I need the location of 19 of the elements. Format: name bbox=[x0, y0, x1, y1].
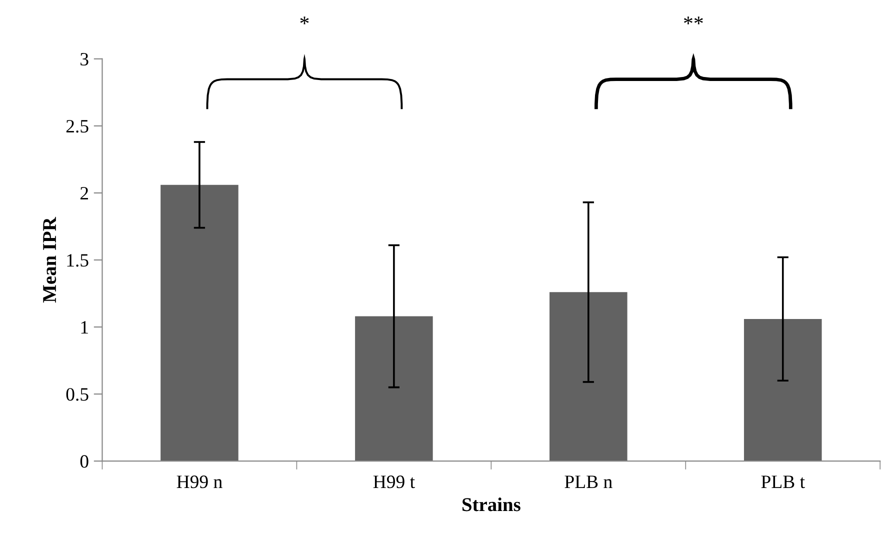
y-tick-label: 3 bbox=[80, 52, 88, 66]
bar bbox=[160, 184, 238, 462]
x-tick-label: H99 n bbox=[176, 476, 222, 488]
x-axis-title: Strains bbox=[462, 498, 520, 512]
bar bbox=[744, 318, 822, 462]
y-tick-label: 0 bbox=[80, 455, 88, 468]
y-tick-label: 2 bbox=[80, 187, 88, 200]
y-tick-label: 2.5 bbox=[66, 120, 88, 133]
x-tick-label: H99 t bbox=[373, 476, 415, 488]
y-tick-label: 0.5 bbox=[66, 388, 88, 401]
bar bbox=[355, 316, 433, 462]
y-axis-title: Mean IPR bbox=[43, 216, 56, 303]
x-tick-label: PLB t bbox=[761, 476, 805, 488]
y-tick-label: 1.5 bbox=[67, 254, 88, 267]
bar bbox=[550, 292, 628, 462]
text: * bbox=[300, 16, 309, 24]
y-tick-label: 1 bbox=[81, 321, 88, 334]
text: ** bbox=[684, 16, 703, 24]
x-tick-label: PLB n bbox=[564, 476, 612, 488]
